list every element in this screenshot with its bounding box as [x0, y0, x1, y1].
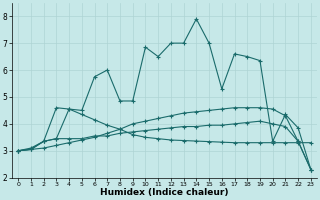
X-axis label: Humidex (Indice chaleur): Humidex (Indice chaleur) — [100, 188, 229, 197]
